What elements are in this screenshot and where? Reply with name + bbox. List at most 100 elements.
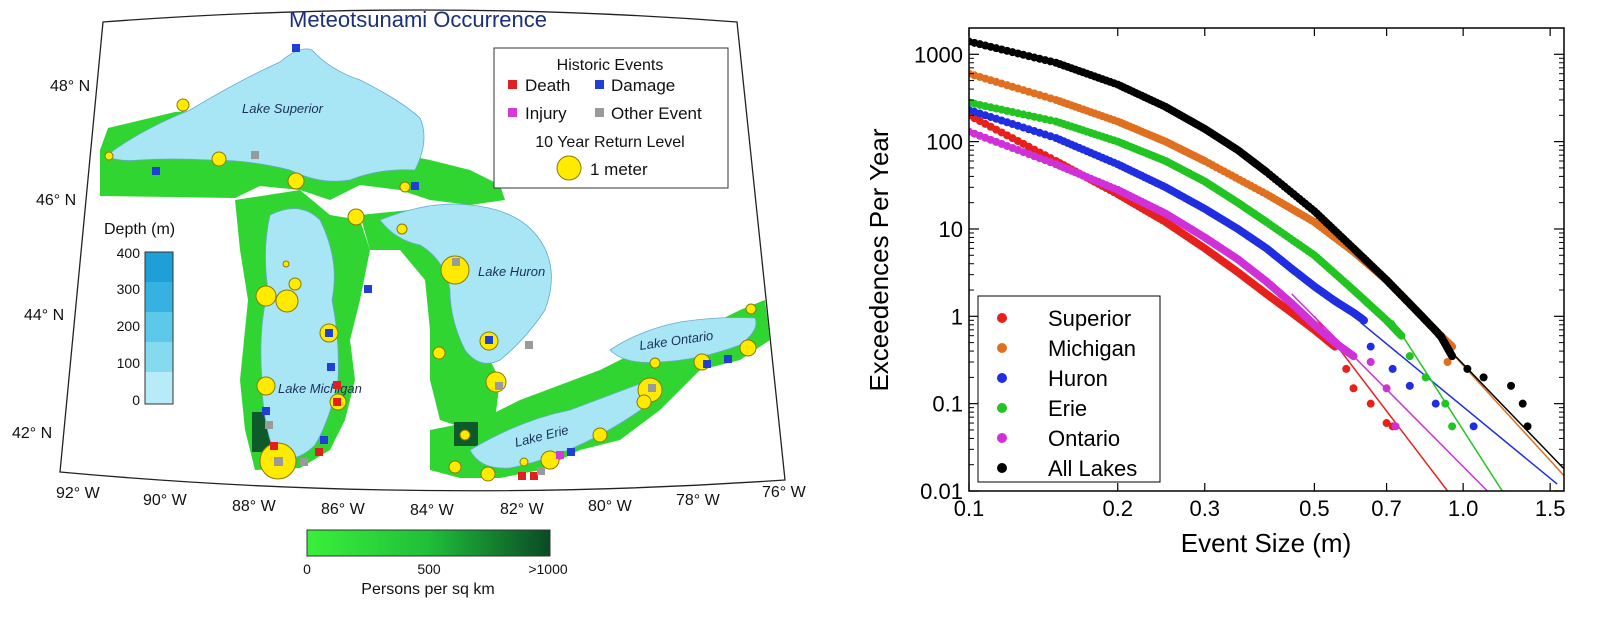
lon-label-92: 92° W [56,485,101,502]
lake-label-superior: Lake Superior [242,101,324,116]
x-tick-label: 1.0 [1448,496,1479,521]
lon-label-90: 90° W [143,492,188,509]
population-tick-0: 0 [303,561,311,577]
lakes [105,48,757,469]
depth-tick-100: 100 [117,355,141,371]
legend-other-swatch [595,108,604,117]
fit-line-all-lakes [1435,335,1564,470]
depth-colorbar: Depth (m) 400 300 200 100 0 [104,221,175,408]
x-axis-label: Event Size (m) [1181,528,1352,558]
x-axis-ticks: 0.1 0.2 0.3 0.5 0.7 1.0 1.5 [954,28,1566,521]
data-point-all-lakes [1507,381,1516,390]
data-point-superior [1366,399,1375,408]
return-level-circles [104,98,757,482]
x-tick-label: 0.5 [1299,496,1330,521]
legend-damage-swatch [595,80,604,89]
lat-label-46: 46° N [36,192,76,209]
data-point-huron [1431,399,1440,408]
legend-label-michigan: Michigan [1048,336,1136,361]
legend-injury-swatch [508,108,517,117]
data-point-all-lakes [1448,352,1457,361]
legend-damage-label: Damage [611,76,675,95]
depth-title: Depth (m) [104,221,175,238]
lon-label-80: 80° W [588,498,633,515]
depth-tick-400: 400 [117,245,141,261]
legend-marker-erie [997,403,1007,413]
legend-marker-superior [997,313,1007,323]
x-tick-label: 0.3 [1189,496,1220,521]
depth-tick-300: 300 [117,281,141,297]
legend-return-level-circle [556,155,582,181]
data-point-all-lakes [1523,422,1532,431]
x-tick-label: 1.5 [1535,496,1566,521]
series-all-lakes [969,37,1532,431]
y-tick-label: 0.01 [920,479,963,504]
lat-label-44: 44° N [24,307,64,324]
legend-marker-huron [997,373,1007,383]
legend-label-ontario: Ontario [1048,426,1120,451]
population-tick-500: 500 [417,561,441,577]
data-point-ontario [1366,357,1375,366]
x-tick-label: 0.2 [1102,496,1133,521]
legend-death-label: Death [525,76,570,95]
legend-label-all-lakes: All Lakes [1048,456,1137,481]
data-point-superior [1342,364,1351,373]
data-point-huron [1469,422,1478,431]
y-axis-label: Exceedences Per Year [864,128,894,391]
data-point-erie [1448,422,1457,431]
legend-marker-all-lakes [997,463,1007,473]
series-huron [969,106,1478,431]
legend-marker-ontario [997,433,1007,443]
historic-event-markers [152,44,732,480]
depth-tick-0: 0 [132,392,140,408]
x-tick-label: 0.1 [954,496,985,521]
y-tick-label: 100 [926,130,963,155]
data-point-erie [1405,352,1414,361]
lon-label-88: 88° W [232,498,277,515]
legend-title: Historic Events [557,57,664,74]
data-point-michigan [1443,357,1452,366]
legend-return-level-title: 10 Year Return Level [535,134,684,151]
series-ontario [969,127,1400,431]
y-tick-label: 1000 [914,42,963,67]
data-point-huron [1405,381,1414,390]
data-point-erie [1397,331,1406,340]
population-title: Persons per sq km [361,581,494,598]
lat-label-48: 48° N [50,78,90,95]
legend-label-erie: Erie [1048,396,1087,421]
data-point-ontario [1349,352,1358,361]
map-title: Meteotsunami Occurrence [289,7,547,32]
data-point-superior [1349,384,1358,393]
legend-death-swatch [508,80,517,89]
data-point-all-lakes [1463,364,1472,373]
legend-label-superior: Superior [1048,306,1131,331]
legend-label-huron: Huron [1048,366,1108,391]
lon-label-84: 84° W [410,502,455,519]
legend-return-level-label: 1 meter [590,160,648,179]
data-point-ontario [1391,422,1400,431]
lake-huron [379,203,552,364]
lon-label-82: 82° W [500,501,545,518]
data-points [969,37,1532,431]
legend-other-label: Other Event [611,104,702,123]
y-axis-ticks: 1000 100 10 1 0.1 0.01 [914,27,1564,504]
fit-line-huron [1360,321,1558,485]
data-point-erie [1421,373,1430,382]
y-tick-label: 10 [939,217,963,242]
y-tick-label: 1 [951,304,963,329]
population-tick-1000: >1000 [528,561,568,577]
exceedence-chart: 0.1 0.2 0.3 0.5 0.7 1.0 1.5 10001001010.10.01 … [864,27,1566,558]
data-point-huron [1359,316,1368,325]
data-point-huron [1366,342,1375,351]
series-erie [969,98,1457,431]
y-tick-label: 0.1 [932,392,963,417]
data-point-superior [1382,419,1391,428]
chart-legend: Superior Michigan Huron Erie Ontario All Lake… [977,295,1161,483]
lake-label-huron: Lake Huron [478,264,545,279]
map-svg: Meteotsunami Occurrence Lake Superior La… [12,7,807,598]
legend-injury-label: Injury [525,104,567,123]
plot-frame [968,27,1565,492]
meteotsunami-map-panel: Meteotsunami Occurrence Lake Superior La… [12,7,807,598]
lake-michigan [260,208,339,459]
lon-label-76: 76° W [762,484,807,501]
